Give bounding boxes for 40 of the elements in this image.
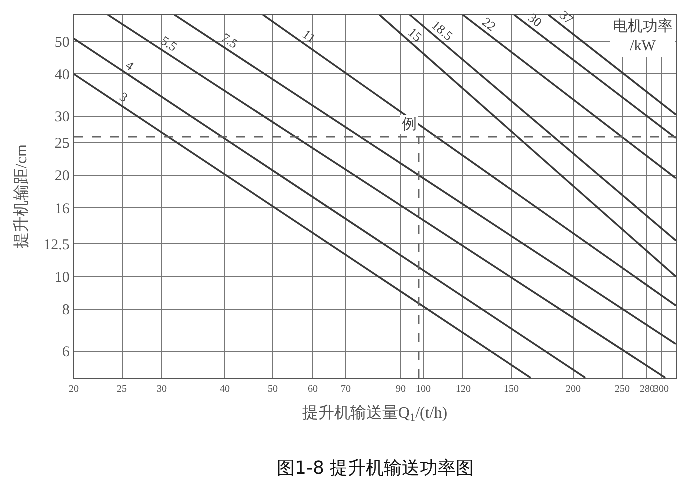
y-tick-label: 12.5	[44, 237, 70, 254]
x-tick-label: 70	[341, 384, 351, 395]
y-tick-label: 20	[54, 168, 70, 185]
text: 15	[406, 24, 426, 45]
x-tick-label: 90	[396, 384, 406, 395]
x-tick-label: 300	[654, 384, 669, 395]
legend-title: 电机功率 /kW	[613, 18, 673, 54]
x-tick-label: 60	[308, 384, 318, 395]
x-tick-label: 40	[220, 384, 230, 395]
text: 11	[300, 26, 319, 46]
text: 30	[526, 10, 546, 30]
x-axis-title: 提升机输送量Q$_{1}$/(t/h)	[302, 404, 448, 424]
x-tick-label: 280	[640, 384, 655, 395]
text: 22	[480, 14, 500, 34]
y-tick-label: 50	[54, 34, 70, 51]
text: 图1-8 提升机输送功率图	[277, 458, 474, 479]
text: 5.5	[158, 33, 180, 54]
text: 3	[117, 89, 131, 106]
text: 37	[557, 7, 577, 28]
x-tick-label: 50	[268, 384, 278, 395]
x-tick-label: 120	[456, 384, 471, 395]
y-tick-label: 10	[54, 270, 70, 286]
ref-line-label: 例	[402, 117, 417, 133]
x-tick-label: 25	[117, 384, 127, 395]
text: 7.5	[219, 30, 241, 52]
x-tick-label: 150	[504, 384, 519, 395]
text: 18.5	[428, 17, 456, 44]
y-tick-label: 25	[54, 136, 70, 152]
y-tick-label: 30	[54, 110, 70, 126]
y-tick-label: 40	[54, 67, 70, 84]
text: 4	[123, 57, 138, 74]
y-tick-label: 8	[62, 302, 70, 319]
x-tick-label: 200	[566, 384, 581, 395]
x-tick-label: 30	[157, 384, 167, 395]
x-tick-label: 20	[69, 384, 79, 395]
x-tick-label: 250	[615, 384, 630, 395]
y-tick-label: 16	[54, 201, 70, 218]
x-tick-label: 100	[416, 384, 431, 395]
y-axis-title: 提升机输距/cm	[12, 144, 31, 248]
y-tick-label: 6	[62, 344, 70, 361]
